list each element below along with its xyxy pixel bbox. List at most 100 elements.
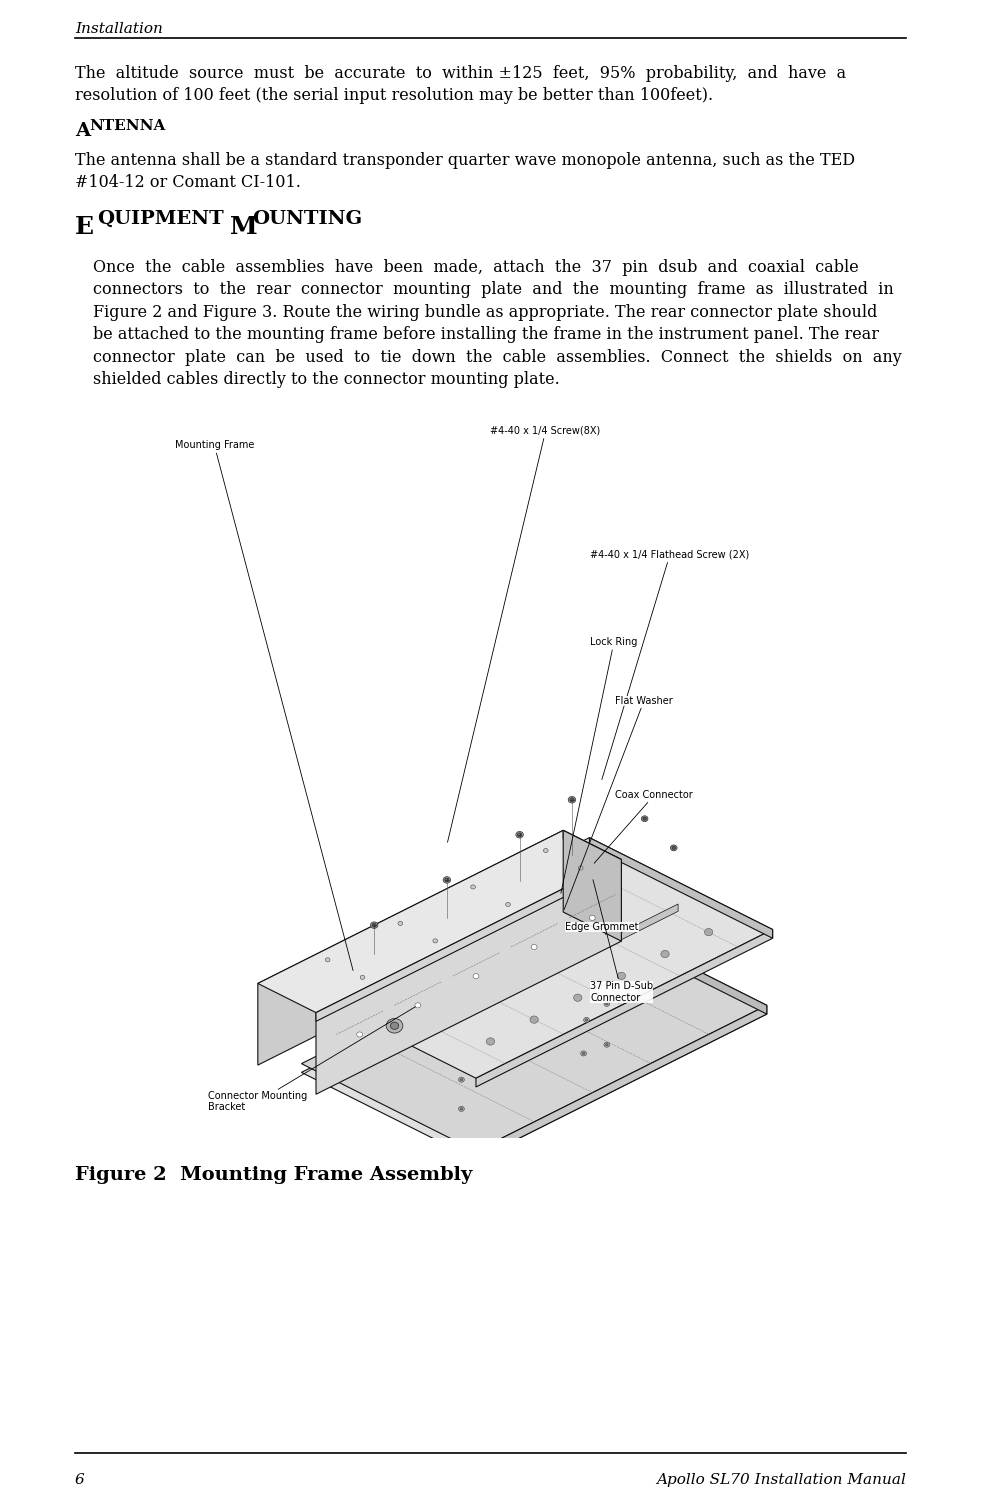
Circle shape <box>457 936 466 944</box>
Circle shape <box>589 870 596 878</box>
Text: connectors  to  the  rear  connector  mounting  plate  and  the  mounting  frame: connectors to the rear connector mountin… <box>93 282 894 299</box>
Text: Once  the  cable  assemblies  have  been  made,  attach  the  37  pin  dsub  and: Once the cable assemblies have been made… <box>93 258 858 276</box>
Text: shielded cables directly to the connector mounting plate.: shielded cables directly to the connecto… <box>93 372 560 388</box>
Circle shape <box>604 1002 610 1006</box>
Text: Apollo SL70 Installation Manual: Apollo SL70 Installation Manual <box>656 1474 906 1487</box>
Circle shape <box>458 1106 464 1111</box>
Circle shape <box>415 1003 421 1008</box>
Circle shape <box>518 833 522 836</box>
Polygon shape <box>563 830 621 941</box>
Text: M: M <box>230 215 258 239</box>
Text: #4-40 x 1/4 Flathead Screw (2X): #4-40 x 1/4 Flathead Screw (2X) <box>591 549 749 779</box>
Text: Figure 2  Mounting Frame Assembly: Figure 2 Mounting Frame Assembly <box>75 1166 473 1184</box>
Circle shape <box>360 975 365 979</box>
Text: Installation: Installation <box>75 22 163 36</box>
Circle shape <box>584 1017 590 1023</box>
Text: connector  plate  can  be  used  to  tie  down  the  cable  assemblies.  Connect: connector plate can be used to tie down … <box>93 349 902 366</box>
Circle shape <box>473 973 479 979</box>
Circle shape <box>672 847 675 850</box>
Text: 37 Pin D-Sub
Connector: 37 Pin D-Sub Connector <box>591 879 653 1003</box>
Text: E: E <box>75 215 94 239</box>
Circle shape <box>560 912 567 918</box>
Circle shape <box>579 866 583 870</box>
Text: OUNTING: OUNTING <box>252 211 363 228</box>
Circle shape <box>543 848 548 853</box>
Circle shape <box>590 915 595 920</box>
Circle shape <box>643 817 646 820</box>
Text: Flat Washer: Flat Washer <box>564 696 673 909</box>
Polygon shape <box>258 830 563 1065</box>
Text: Edge Grommet: Edge Grommet <box>565 921 639 935</box>
Polygon shape <box>316 860 621 1094</box>
Circle shape <box>570 797 574 802</box>
Text: Lock Ring: Lock Ring <box>561 638 638 893</box>
Circle shape <box>370 979 379 987</box>
Circle shape <box>704 929 713 936</box>
Circle shape <box>581 1051 587 1056</box>
Polygon shape <box>476 1005 767 1160</box>
Circle shape <box>586 1018 588 1021</box>
Circle shape <box>444 878 449 882</box>
Polygon shape <box>553 903 678 973</box>
Polygon shape <box>292 838 773 1078</box>
Circle shape <box>670 845 677 851</box>
Circle shape <box>532 945 537 950</box>
Circle shape <box>505 902 510 906</box>
Text: Mounting Frame: Mounting Frame <box>175 440 353 970</box>
Circle shape <box>553 893 567 905</box>
Text: The antenna shall be a standard transponder quarter wave monopole antenna, such : The antenna shall be a standard transpon… <box>75 152 855 169</box>
Circle shape <box>605 1003 608 1005</box>
Circle shape <box>516 832 523 838</box>
Circle shape <box>458 1076 464 1082</box>
Polygon shape <box>258 830 621 1012</box>
Circle shape <box>584 872 600 887</box>
Polygon shape <box>301 918 767 1151</box>
Circle shape <box>433 939 438 944</box>
Circle shape <box>414 957 422 964</box>
Circle shape <box>443 876 450 884</box>
Text: #104-12 or Comant CI-101.: #104-12 or Comant CI-101. <box>75 175 301 191</box>
Circle shape <box>487 1038 494 1045</box>
Circle shape <box>530 1015 539 1023</box>
Circle shape <box>617 972 626 979</box>
Polygon shape <box>316 860 621 1021</box>
Text: A: A <box>75 122 90 140</box>
Circle shape <box>371 921 378 929</box>
Circle shape <box>372 923 377 927</box>
Polygon shape <box>593 863 680 961</box>
Text: resolution of 100 feet (the serial input resolution may be better than 100feet).: resolution of 100 feet (the serial input… <box>75 88 713 105</box>
Polygon shape <box>476 930 773 1087</box>
Text: 6: 6 <box>75 1474 84 1487</box>
Circle shape <box>583 1053 585 1054</box>
Circle shape <box>398 921 402 926</box>
Polygon shape <box>590 838 773 938</box>
Circle shape <box>471 885 476 888</box>
Text: Figure 2 and Figure 3. Route the wiring bundle as appropriate. The rear connecto: Figure 2 and Figure 3. Route the wiring … <box>93 305 877 321</box>
Text: NTENNA: NTENNA <box>89 119 166 133</box>
Text: Connector Mounting
Bracket: Connector Mounting Bracket <box>208 1006 415 1112</box>
Circle shape <box>604 1042 610 1047</box>
Text: The  altitude  source  must  be  accurate  to  within ±125  feet,  95%  probabil: The altitude source must be accurate to … <box>75 66 847 82</box>
Circle shape <box>387 1018 403 1033</box>
Circle shape <box>326 959 330 961</box>
Circle shape <box>605 1044 608 1045</box>
Text: Coax Connector: Coax Connector <box>594 790 693 863</box>
Circle shape <box>661 951 669 957</box>
Circle shape <box>460 1078 463 1081</box>
Polygon shape <box>476 863 680 964</box>
Text: QUIPMENT: QUIPMENT <box>97 211 224 228</box>
Circle shape <box>501 914 509 921</box>
Polygon shape <box>301 927 767 1160</box>
Circle shape <box>642 815 648 821</box>
Text: be attached to the mounting frame before installing the frame in the instrument : be attached to the mounting frame before… <box>93 327 879 343</box>
Text: #4-40 x 1/4 Screw(8X): #4-40 x 1/4 Screw(8X) <box>447 426 600 842</box>
Circle shape <box>460 1108 463 1109</box>
Circle shape <box>555 908 572 923</box>
Circle shape <box>357 1032 363 1038</box>
Circle shape <box>574 994 582 1002</box>
Circle shape <box>390 1023 398 1029</box>
Circle shape <box>587 866 598 876</box>
Polygon shape <box>563 906 680 1020</box>
Polygon shape <box>593 918 767 1014</box>
Circle shape <box>583 879 602 897</box>
